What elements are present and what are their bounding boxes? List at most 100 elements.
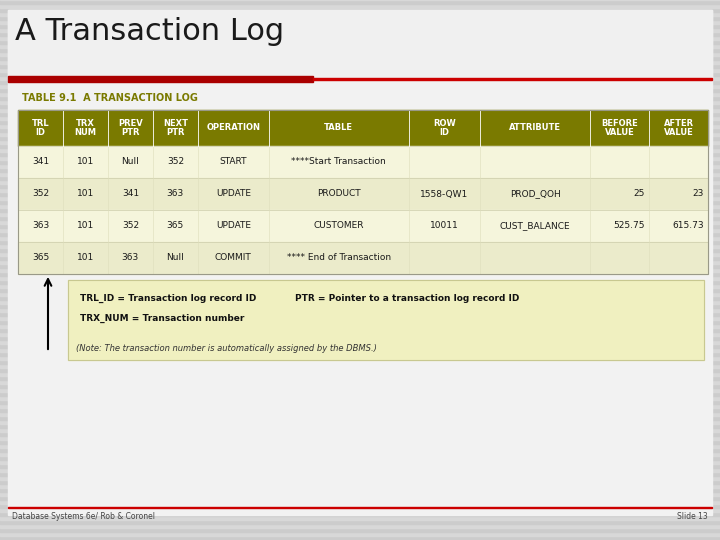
Text: TRX
NUM: TRX NUM bbox=[74, 119, 96, 137]
Bar bbox=[0, 20, 720, 24]
Bar bbox=[0, 432, 720, 436]
Bar bbox=[0, 16, 720, 20]
Bar bbox=[0, 260, 720, 264]
Bar bbox=[0, 516, 720, 520]
Bar bbox=[0, 160, 720, 164]
Bar bbox=[0, 156, 720, 160]
Bar bbox=[0, 240, 720, 244]
Bar bbox=[0, 456, 720, 460]
Bar bbox=[18, 210, 708, 242]
Text: ATTRIBUTE: ATTRIBUTE bbox=[509, 124, 561, 132]
Text: START: START bbox=[220, 158, 247, 166]
Bar bbox=[0, 0, 720, 4]
Text: 615.73: 615.73 bbox=[672, 221, 704, 231]
Text: 101: 101 bbox=[77, 221, 94, 231]
Text: A Transaction Log: A Transaction Log bbox=[15, 17, 284, 46]
Bar bbox=[0, 140, 720, 144]
Bar bbox=[18, 110, 708, 146]
Bar bbox=[0, 464, 720, 468]
Bar bbox=[0, 324, 720, 328]
Bar bbox=[0, 44, 720, 48]
Bar bbox=[0, 460, 720, 464]
Bar bbox=[0, 80, 720, 84]
Text: Null: Null bbox=[122, 158, 139, 166]
Bar bbox=[0, 284, 720, 288]
Bar bbox=[0, 192, 720, 196]
Bar bbox=[0, 304, 720, 308]
Bar bbox=[0, 368, 720, 372]
Bar bbox=[0, 64, 720, 68]
Text: PREV
PTR: PREV PTR bbox=[118, 119, 143, 137]
Text: UPDATE: UPDATE bbox=[216, 221, 251, 231]
Bar bbox=[0, 112, 720, 116]
Text: (Note: The transaction number is automatically assigned by the DBMS.): (Note: The transaction number is automat… bbox=[76, 344, 377, 353]
Text: 341: 341 bbox=[122, 190, 139, 199]
Text: CUSTOMER: CUSTOMER bbox=[313, 221, 364, 231]
Bar bbox=[0, 436, 720, 440]
Bar bbox=[18, 110, 708, 274]
Bar bbox=[0, 312, 720, 316]
Bar bbox=[0, 496, 720, 500]
Bar bbox=[0, 56, 720, 60]
Bar bbox=[0, 340, 720, 344]
Text: 365: 365 bbox=[167, 221, 184, 231]
Bar bbox=[0, 356, 720, 360]
Text: ROW
ID: ROW ID bbox=[433, 119, 456, 137]
Bar bbox=[0, 380, 720, 384]
Text: COMMIT: COMMIT bbox=[215, 253, 252, 262]
Bar bbox=[0, 388, 720, 392]
Text: Slide 13: Slide 13 bbox=[678, 512, 708, 521]
Bar bbox=[0, 524, 720, 528]
Text: 363: 363 bbox=[32, 221, 49, 231]
Bar bbox=[0, 196, 720, 200]
Text: 363: 363 bbox=[167, 190, 184, 199]
Text: TABLE: TABLE bbox=[324, 124, 354, 132]
Bar bbox=[0, 172, 720, 176]
Text: TRL_ID = Transaction log record ID: TRL_ID = Transaction log record ID bbox=[80, 294, 256, 303]
Bar bbox=[0, 28, 720, 32]
Bar bbox=[0, 252, 720, 256]
Bar bbox=[0, 376, 720, 380]
Bar bbox=[0, 40, 720, 44]
Bar bbox=[0, 168, 720, 172]
Bar bbox=[0, 352, 720, 356]
Text: 363: 363 bbox=[122, 253, 139, 262]
Bar bbox=[0, 272, 720, 276]
Bar bbox=[0, 428, 720, 432]
Bar bbox=[0, 344, 720, 348]
Bar bbox=[0, 208, 720, 212]
Bar bbox=[0, 236, 720, 240]
Bar bbox=[0, 200, 720, 204]
Bar bbox=[0, 396, 720, 400]
Bar bbox=[0, 4, 720, 8]
Bar bbox=[0, 152, 720, 156]
Bar bbox=[8, 507, 712, 508]
Bar bbox=[0, 424, 720, 428]
Text: 10011: 10011 bbox=[430, 221, 459, 231]
Bar bbox=[0, 8, 720, 12]
Bar bbox=[68, 280, 704, 360]
Text: UPDATE: UPDATE bbox=[216, 190, 251, 199]
Bar bbox=[0, 32, 720, 36]
Text: 25: 25 bbox=[634, 190, 645, 199]
Bar bbox=[0, 76, 720, 80]
Bar bbox=[0, 404, 720, 408]
Text: 341: 341 bbox=[32, 158, 49, 166]
Bar bbox=[0, 176, 720, 180]
Bar bbox=[0, 60, 720, 64]
Bar bbox=[0, 532, 720, 536]
Bar bbox=[0, 420, 720, 424]
Bar bbox=[0, 164, 720, 168]
Text: NEXT
PTR: NEXT PTR bbox=[163, 119, 188, 137]
Bar bbox=[0, 88, 720, 92]
Bar bbox=[18, 242, 708, 274]
Text: AFTER
VALUE: AFTER VALUE bbox=[664, 119, 693, 137]
Bar bbox=[0, 520, 720, 524]
Bar bbox=[0, 104, 720, 108]
Bar bbox=[0, 96, 720, 100]
Bar bbox=[0, 480, 720, 484]
Text: 365: 365 bbox=[32, 253, 49, 262]
Bar bbox=[0, 212, 720, 216]
Bar bbox=[0, 384, 720, 388]
Text: TABLE 9.1  A TRANSACTION LOG: TABLE 9.1 A TRANSACTION LOG bbox=[22, 93, 198, 103]
